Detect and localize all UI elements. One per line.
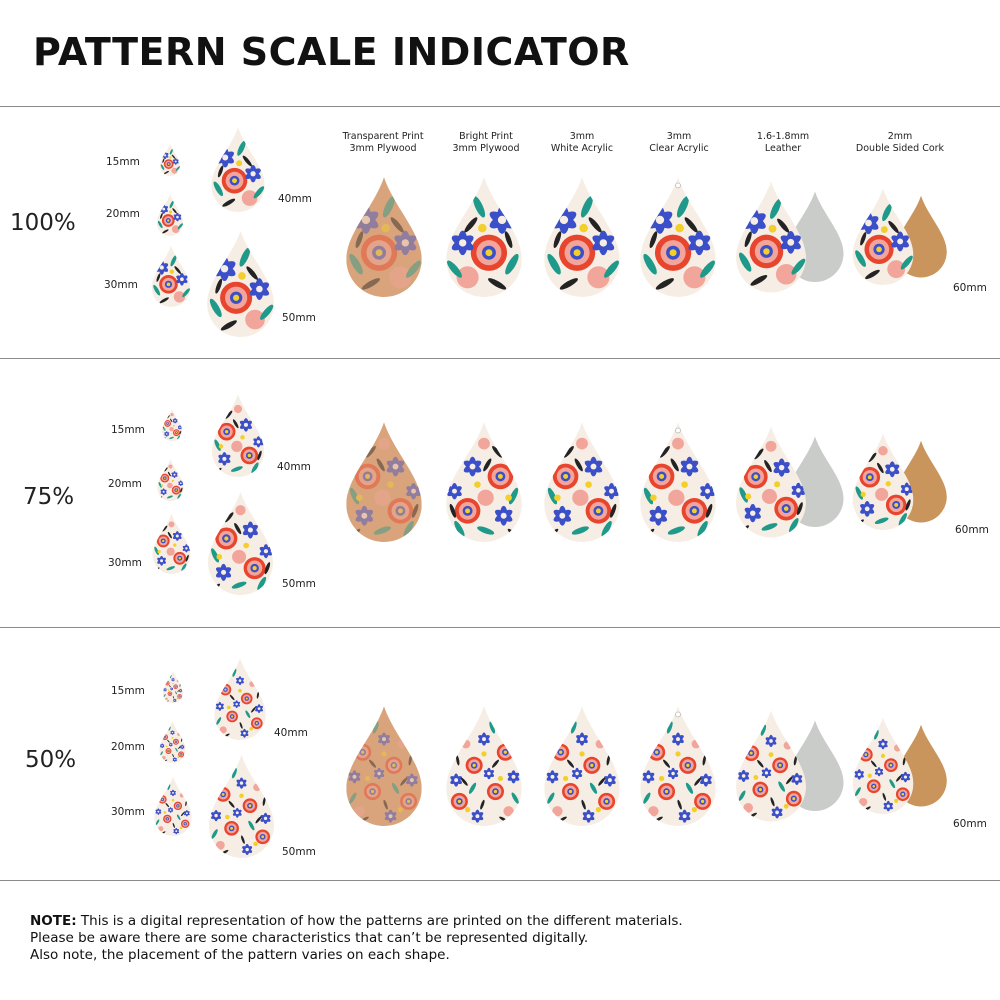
material-label-transparent-plywood: Transparent Print 3mm Plywood: [342, 131, 424, 154]
teardrop-cork: [850, 702, 916, 827]
size-label-30mm: 30mm: [111, 806, 145, 818]
teardrop-clear-acrylic: [637, 173, 719, 298]
size-label-15mm: 15mm: [106, 156, 140, 168]
teardrop-transparent-plywood: [343, 173, 425, 298]
size-label-60mm: 60mm: [953, 282, 987, 294]
teardrop-sample-20mm: [155, 193, 185, 236]
teardrop-sample-15mm: [159, 143, 181, 176]
material-label-leather: 1.6-1.8mm Leather: [756, 131, 810, 154]
size-label-50mm: 50mm: [282, 312, 316, 324]
teardrop-bright-plywood: [443, 418, 525, 543]
note-prefix: NOTE:: [30, 913, 77, 929]
material-label-clear-acrylic: 3mm Clear Acrylic: [649, 131, 709, 154]
size-label-50mm: 50mm: [282, 846, 316, 858]
teardrop-sample-20mm: [156, 458, 185, 501]
material-label-cork: 2mm Double Sided Cork: [855, 131, 945, 154]
teardrop-sample-50mm: [204, 489, 277, 595]
teardrop-white-acrylic: [541, 418, 623, 543]
divider-2: [0, 627, 1000, 628]
teardrop-leather: [733, 173, 809, 298]
size-label-20mm: 20mm: [106, 208, 140, 220]
teardrop-sample-40mm: [211, 656, 269, 740]
note-line-2: Please be aware there are some character…: [30, 930, 589, 946]
note-line-1: This is a digital representation of how …: [76, 913, 683, 929]
teardrop-sample-30mm: [150, 512, 193, 574]
teardrop-sample-20mm: [158, 720, 187, 763]
size-label-40mm: 40mm: [278, 193, 312, 205]
teardrop-cork: [850, 173, 916, 298]
size-label-30mm: 30mm: [108, 557, 142, 569]
teardrop-transparent-plywood: [343, 702, 425, 827]
scale-label: 75%: [23, 484, 75, 510]
teardrop-clear-acrylic: [637, 418, 719, 543]
size-label-15mm: 15mm: [111, 424, 145, 436]
teardrop-sample-30mm: [150, 244, 192, 307]
size-label-20mm: 20mm: [108, 478, 142, 490]
teardrop-bright-plywood: [443, 702, 525, 827]
teardrop-sample-30mm: [152, 775, 194, 836]
teardrop-cork: [850, 418, 916, 543]
size-label-50mm: 50mm: [282, 578, 316, 590]
size-label-40mm: 40mm: [274, 727, 308, 739]
teardrop-white-acrylic: [541, 702, 623, 827]
size-label-30mm: 30mm: [104, 279, 138, 291]
teardrop-transparent-plywood: [343, 418, 425, 543]
divider-top: [0, 106, 1000, 107]
teardrop-white-acrylic: [541, 173, 623, 298]
teardrop-sample-40mm: [209, 125, 267, 212]
scale-label: 100%: [10, 210, 76, 236]
teardrop-sample-40mm: [209, 392, 267, 477]
teardrop-sample-15mm: [162, 670, 184, 703]
material-label-bright-plywood: Bright Print 3mm Plywood: [452, 131, 520, 154]
teardrop-clear-acrylic: [637, 702, 719, 827]
size-label-15mm: 15mm: [111, 685, 145, 697]
teardrop-leather: [733, 418, 809, 543]
disclaimer-note: NOTE: This is a digital representation o…: [30, 913, 683, 964]
teardrop-bright-plywood: [443, 173, 525, 298]
size-label-40mm: 40mm: [277, 461, 311, 473]
teardrop-sample-50mm: [204, 228, 277, 337]
size-label-60mm: 60mm: [953, 818, 987, 830]
teardrop-leather: [733, 702, 809, 827]
material-label-white-acrylic: 3mm White Acrylic: [550, 131, 614, 154]
size-label-20mm: 20mm: [111, 741, 145, 753]
divider-1: [0, 358, 1000, 359]
teardrop-sample-50mm: [205, 752, 278, 858]
teardrop-sample-15mm: [161, 408, 183, 441]
divider-bottom: [0, 880, 1000, 881]
page-title: PATTERN SCALE INDICATOR: [33, 30, 630, 74]
note-line-3: Also note, the placement of the pattern …: [30, 947, 450, 963]
size-label-60mm: 60mm: [955, 524, 989, 536]
scale-label: 50%: [25, 747, 77, 773]
